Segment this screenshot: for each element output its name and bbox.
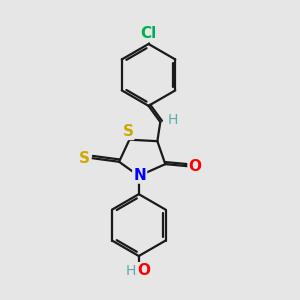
- Text: S: S: [79, 151, 90, 166]
- Text: N: N: [133, 167, 146, 182]
- Text: H: H: [125, 264, 136, 278]
- Text: O: O: [138, 263, 151, 278]
- Text: H: H: [167, 113, 178, 127]
- Text: Cl: Cl: [140, 26, 157, 41]
- Text: S: S: [122, 124, 134, 139]
- Text: O: O: [189, 159, 202, 174]
